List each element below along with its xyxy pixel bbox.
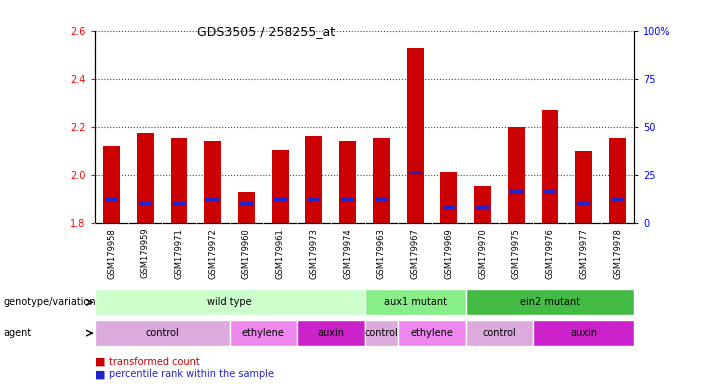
Text: auxin: auxin bbox=[318, 328, 344, 338]
Bar bbox=[230, 320, 297, 346]
Bar bbox=[139, 202, 151, 205]
Text: GSM179973: GSM179973 bbox=[309, 228, 318, 279]
Bar bbox=[297, 320, 365, 346]
Bar bbox=[341, 198, 354, 201]
Text: GSM179972: GSM179972 bbox=[208, 228, 217, 278]
Text: aux1 mutant: aux1 mutant bbox=[383, 297, 447, 308]
Bar bbox=[611, 198, 624, 201]
Text: genotype/variation: genotype/variation bbox=[4, 297, 96, 308]
Text: GSM179971: GSM179971 bbox=[175, 228, 184, 278]
Bar bbox=[274, 198, 287, 201]
Bar bbox=[474, 185, 491, 223]
Bar bbox=[576, 151, 592, 223]
Bar bbox=[95, 290, 365, 315]
Bar bbox=[409, 171, 421, 174]
Text: GSM179961: GSM179961 bbox=[275, 228, 285, 278]
Bar bbox=[578, 202, 590, 205]
Text: ■: ■ bbox=[95, 357, 105, 367]
Text: GDS3505 / 258255_at: GDS3505 / 258255_at bbox=[197, 25, 336, 38]
Text: GSM179969: GSM179969 bbox=[444, 228, 454, 278]
Text: GSM179975: GSM179975 bbox=[512, 228, 521, 278]
Text: ein2 mutant: ein2 mutant bbox=[520, 297, 580, 308]
Bar bbox=[465, 320, 533, 346]
Bar bbox=[476, 206, 489, 209]
Text: GSM179974: GSM179974 bbox=[343, 228, 352, 278]
Text: GSM179967: GSM179967 bbox=[411, 228, 420, 279]
Bar bbox=[465, 290, 634, 315]
Bar bbox=[240, 202, 253, 205]
Bar bbox=[510, 190, 523, 194]
Text: ethylene: ethylene bbox=[411, 328, 454, 338]
Bar bbox=[609, 137, 626, 223]
Bar bbox=[204, 141, 221, 223]
Text: agent: agent bbox=[4, 328, 32, 338]
Bar bbox=[373, 137, 390, 223]
Bar bbox=[542, 110, 559, 223]
Text: auxin: auxin bbox=[571, 328, 597, 338]
Text: GSM179959: GSM179959 bbox=[141, 228, 150, 278]
Bar bbox=[137, 133, 154, 223]
Text: wild type: wild type bbox=[207, 297, 252, 308]
Bar bbox=[105, 198, 118, 201]
Bar bbox=[308, 198, 320, 201]
Bar bbox=[206, 198, 219, 201]
Text: GSM179976: GSM179976 bbox=[545, 228, 554, 279]
Bar bbox=[440, 172, 457, 223]
Bar bbox=[238, 192, 255, 223]
Text: ethylene: ethylene bbox=[242, 328, 285, 338]
Text: GSM179970: GSM179970 bbox=[478, 228, 487, 278]
Text: GSM179978: GSM179978 bbox=[613, 228, 622, 279]
Bar bbox=[442, 206, 455, 209]
Text: control: control bbox=[145, 328, 179, 338]
Bar bbox=[103, 146, 120, 223]
Bar bbox=[272, 149, 289, 223]
Text: percentile rank within the sample: percentile rank within the sample bbox=[109, 369, 273, 379]
Text: transformed count: transformed count bbox=[109, 357, 199, 367]
Text: GSM179958: GSM179958 bbox=[107, 228, 116, 278]
Text: GSM179963: GSM179963 bbox=[377, 228, 386, 279]
Text: GSM179977: GSM179977 bbox=[579, 228, 588, 279]
Bar bbox=[398, 320, 465, 346]
Bar bbox=[544, 190, 557, 194]
Bar bbox=[172, 202, 185, 205]
Bar bbox=[407, 48, 423, 223]
Bar bbox=[95, 320, 230, 346]
Text: control: control bbox=[482, 328, 517, 338]
Text: control: control bbox=[365, 328, 398, 338]
Text: ■: ■ bbox=[95, 369, 105, 379]
Text: GSM179960: GSM179960 bbox=[242, 228, 251, 278]
Bar bbox=[365, 290, 465, 315]
Bar bbox=[306, 136, 322, 223]
Bar bbox=[339, 141, 356, 223]
Bar bbox=[170, 137, 187, 223]
Bar bbox=[533, 320, 634, 346]
Bar bbox=[375, 198, 388, 201]
Bar bbox=[365, 320, 398, 346]
Bar bbox=[508, 127, 525, 223]
